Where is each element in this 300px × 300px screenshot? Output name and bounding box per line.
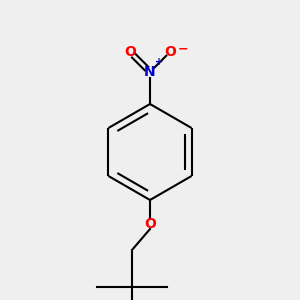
Text: +: + <box>155 57 163 67</box>
Text: O: O <box>144 217 156 231</box>
Text: O: O <box>164 45 176 59</box>
Text: O: O <box>124 45 136 59</box>
Text: N: N <box>144 65 156 79</box>
Text: −: − <box>178 43 188 56</box>
